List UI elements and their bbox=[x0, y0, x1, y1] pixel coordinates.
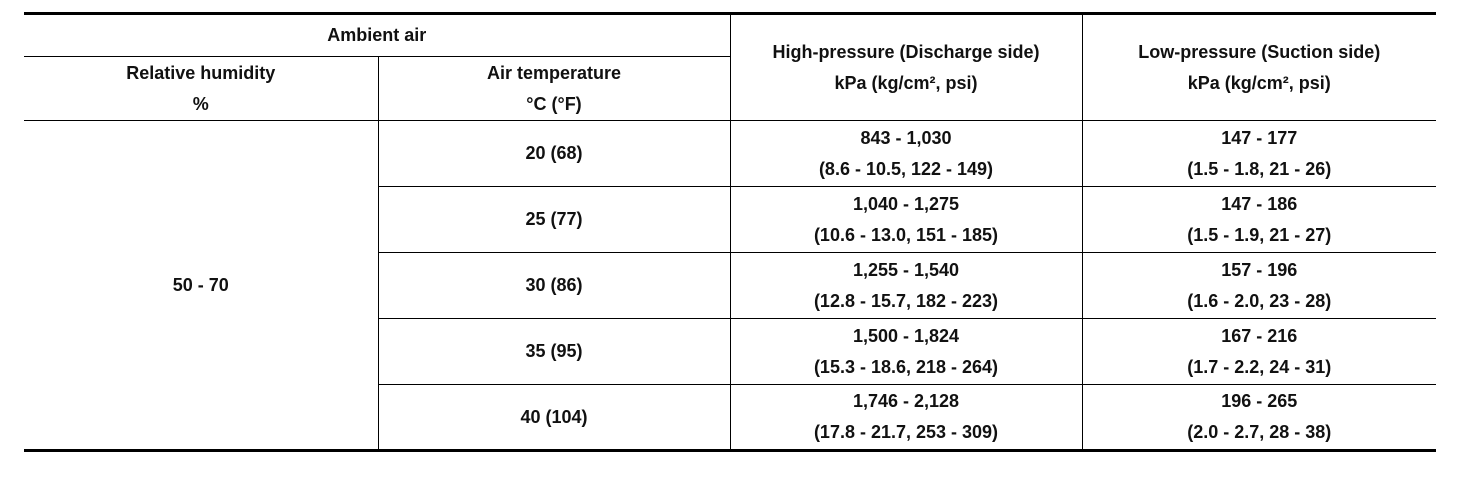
header-text: High-pressure (Discharge side) bbox=[772, 41, 1040, 62]
table-row: 25 (77) 1,040 - 1,275 (10.6 - 13.0, 151 - … bbox=[24, 186, 1436, 253]
cell-line: 167 - 216 bbox=[1221, 325, 1298, 346]
cell-line: 1,746 - 2,128 bbox=[852, 391, 960, 411]
header-unit: % bbox=[192, 93, 209, 114]
cell-line: (1.5 - 1.8, 21 - 26) bbox=[1187, 158, 1332, 179]
cell-line: (1.5 - 1.9, 21 - 27) bbox=[1187, 224, 1332, 245]
cell-line: 147 - 186 bbox=[1221, 193, 1298, 214]
header-unit: kPa (kg/cm², psi) bbox=[834, 72, 978, 93]
cell-line: 843 - 1,030 bbox=[860, 127, 952, 148]
cell-line: (8.6 - 10.5, 122 - 149) bbox=[818, 158, 994, 179]
header-cell: Air temperature °C (°F) bbox=[377, 56, 730, 121]
high-pressure-cell: 1,255 - 1,540 (12.8 - 15.7, 182 - 223) bbox=[729, 252, 1082, 319]
cell-line: (1.6 - 2.0, 23 - 28) bbox=[1187, 290, 1332, 311]
header-text: Air temperature bbox=[486, 62, 622, 83]
cell-line: 1,255 - 1,540 bbox=[852, 259, 960, 280]
temperature-cell: 20 (68) bbox=[377, 120, 730, 187]
table-row: 30 (86) 1,255 - 1,540 (12.8 - 15.7, 182 - … bbox=[24, 252, 1436, 319]
header-unit: °C (°F) bbox=[526, 93, 582, 114]
high-pressure-cell: 843 - 1,030 (8.6 - 10.5, 122 - 149) bbox=[729, 120, 1082, 187]
cell-line: 157 - 196 bbox=[1221, 259, 1298, 280]
temperature-cell: 40 (104) bbox=[377, 384, 730, 451]
table-body: 50 - 70 20 (68) 843 - 1,030 (8.6 - 10.5, 12… bbox=[24, 120, 1436, 451]
low-pressure-cell: 147 - 177 (1.5 - 1.8, 21 - 26) bbox=[1081, 120, 1436, 187]
high-pressure-cell: 1,746 - 2,128 (17.8 - 21.7, 253 - 309) bbox=[729, 384, 1082, 451]
low-pressure-cell: 157 - 196 (1.6 - 2.0, 23 - 28) bbox=[1081, 252, 1436, 319]
header-text: Low-pressure (Suction side) bbox=[1138, 41, 1381, 62]
cell-line: (1.7 - 2.2, 24 - 31) bbox=[1187, 356, 1332, 377]
pressure-table: Ambient air High-pressure (Discharge sid… bbox=[24, 12, 1436, 452]
header-cell: Low-pressure (Suction side) kPa (kg/cm²,… bbox=[1081, 13, 1436, 121]
humidity-cell: 50 - 70 bbox=[24, 120, 378, 451]
cell-line: 196 - 265 bbox=[1221, 391, 1298, 411]
table-row: 40 (104) 1,746 - 2,128 (17.8 - 21.7, 253 -… bbox=[24, 384, 1436, 451]
cell-line: (17.8 - 21.7, 253 - 309) bbox=[813, 422, 999, 442]
low-pressure-cell: 147 - 186 (1.5 - 1.9, 21 - 27) bbox=[1081, 186, 1436, 253]
low-pressure-cell: 167 - 216 (1.7 - 2.2, 24 - 31) bbox=[1081, 318, 1436, 385]
cell-line: (15.3 - 18.6, 218 - 264) bbox=[813, 356, 999, 377]
header-cell: High-pressure (Discharge side) kPa (kg/c… bbox=[729, 13, 1082, 121]
cell-line: 147 - 177 bbox=[1221, 127, 1298, 148]
table-row: 35 (95) 1,500 - 1,824 (15.3 - 18.6, 218 - … bbox=[24, 318, 1436, 385]
temperature-cell: 25 (77) bbox=[377, 186, 730, 253]
low-pressure-cell: 196 - 265 (2.0 - 2.7, 28 - 38) bbox=[1081, 384, 1436, 451]
temperature-cell: 35 (95) bbox=[377, 318, 730, 385]
header-cell: Ambient air bbox=[327, 25, 427, 45]
high-pressure-cell: 1,040 - 1,275 (10.6 - 13.0, 151 - 185) bbox=[729, 186, 1082, 253]
header-cell: Relative humidity % bbox=[24, 56, 378, 121]
cell-line: (12.8 - 15.7, 182 - 223) bbox=[813, 290, 999, 311]
high-pressure-cell: 1,500 - 1,824 (15.3 - 18.6, 218 - 264) bbox=[729, 318, 1082, 385]
cell-line: 1,040 - 1,275 bbox=[852, 193, 960, 214]
temperature-cell: 30 (86) bbox=[377, 252, 730, 319]
cell-line: (2.0 - 2.7, 28 - 38) bbox=[1187, 422, 1332, 442]
table-row: 50 - 70 20 (68) 843 - 1,030 (8.6 - 10.5, 12… bbox=[24, 120, 1436, 451]
cell-line: (10.6 - 13.0, 151 - 185) bbox=[813, 224, 999, 245]
header-unit: kPa (kg/cm², psi) bbox=[1187, 72, 1331, 93]
header-text: Relative humidity bbox=[126, 62, 276, 83]
cell-line: 1,500 - 1,824 bbox=[852, 325, 960, 346]
